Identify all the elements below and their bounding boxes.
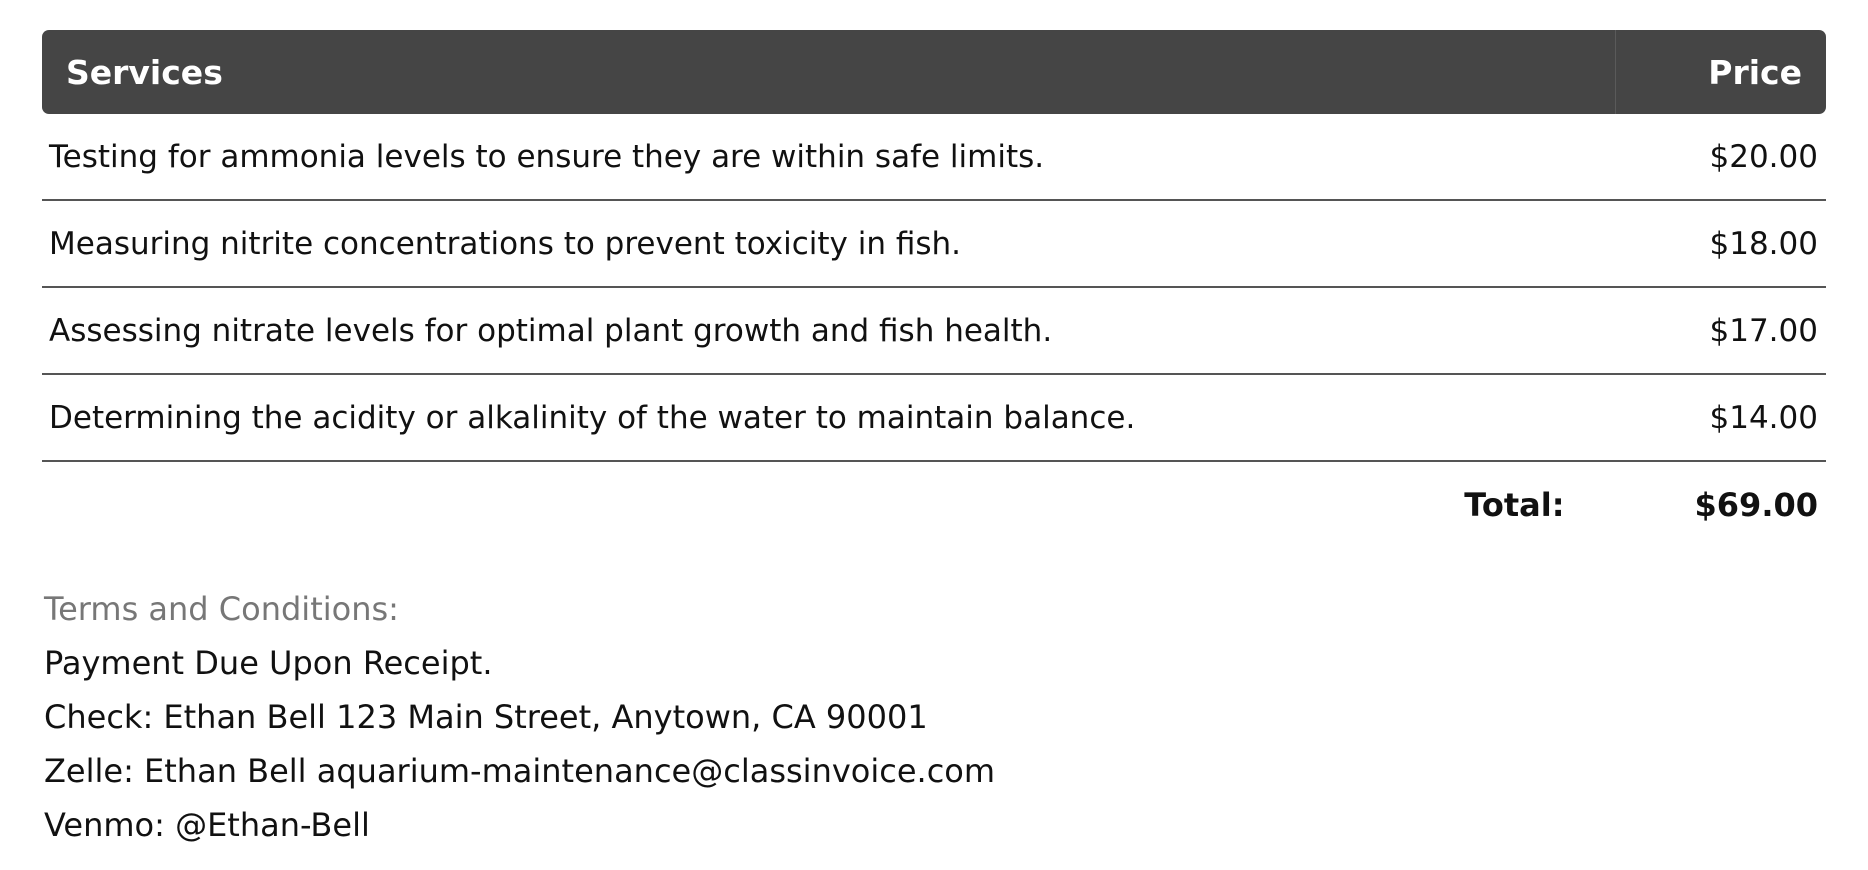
service-price: $14.00	[1709, 399, 1818, 436]
service-price: $20.00	[1709, 138, 1818, 175]
service-description: Assessing nitrate levels for optimal pla…	[49, 312, 1053, 349]
total-value: $69.00	[1694, 486, 1818, 524]
terms-line: Check: Ethan Bell 123 Main Street, Anyto…	[44, 698, 928, 736]
table-row: Measuring nitrite concentrations to prev…	[42, 201, 1826, 288]
total-label: Total:	[1464, 486, 1565, 524]
services-table: Services Price Testing for ammonia level…	[42, 30, 1826, 548]
terms-line: Venmo: @Ethan-Bell	[44, 806, 370, 844]
header-services: Services	[66, 52, 223, 92]
terms-line: Zelle: Ethan Bell aquarium-maintenance@c…	[44, 752, 996, 790]
table-row: Testing for ammonia levels to ensure the…	[42, 114, 1826, 201]
table-row: Determining the acidity or alkalinity of…	[42, 375, 1826, 462]
service-description: Measuring nitrite concentrations to prev…	[49, 225, 962, 262]
service-price: $17.00	[1709, 312, 1818, 349]
terms-title: Terms and Conditions:	[44, 590, 399, 628]
header-price: Price	[1615, 30, 1826, 114]
terms-line: Payment Due Upon Receipt.	[44, 644, 493, 682]
total-row: Total: $69.00	[42, 462, 1826, 548]
service-price: $18.00	[1709, 225, 1818, 262]
service-description: Testing for ammonia levels to ensure the…	[49, 138, 1045, 175]
table-header: Services Price	[42, 30, 1826, 114]
terms-section: Terms and Conditions: Payment Due Upon R…	[44, 582, 995, 852]
table-row: Assessing nitrate levels for optimal pla…	[42, 288, 1826, 375]
service-description: Determining the acidity or alkalinity of…	[49, 399, 1136, 436]
